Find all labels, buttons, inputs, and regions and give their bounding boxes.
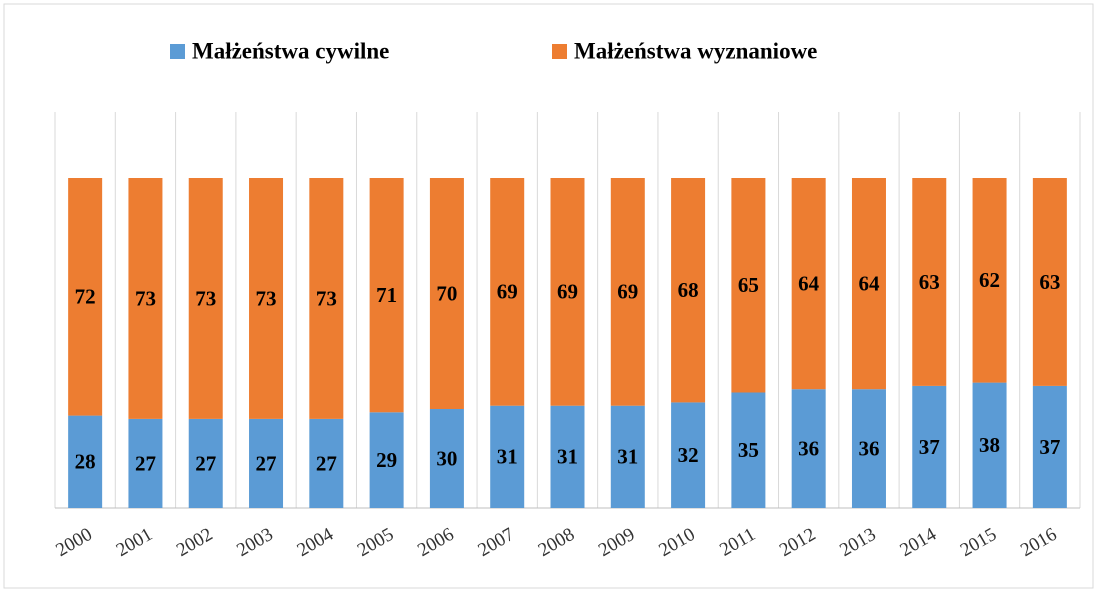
data-label: 27 (135, 451, 156, 475)
data-label: 73 (316, 286, 337, 310)
bar-segment (1032, 385, 1067, 508)
bar-segment (490, 405, 525, 508)
bar-segment (610, 178, 645, 406)
data-label: 37 (1039, 435, 1060, 459)
bar-segment (671, 402, 706, 508)
data-label: 71 (376, 283, 397, 307)
bar-segment (128, 178, 163, 419)
bar-segment (791, 178, 826, 390)
data-label: 73 (135, 286, 156, 310)
bar-segment (68, 415, 103, 508)
chart-border (3, 3, 1094, 589)
data-label: 31 (617, 445, 638, 469)
data-label: 64 (798, 271, 820, 295)
data-label: 63 (1039, 270, 1060, 294)
data-label: 36 (858, 436, 879, 460)
data-label: 31 (557, 445, 578, 469)
bar-segment (68, 178, 103, 416)
bar-segment (1032, 178, 1067, 386)
bar-segment (851, 389, 886, 508)
bar-segment (188, 178, 223, 419)
data-label: 38 (979, 433, 1000, 457)
legend-label: Małżeństwa cywilne (192, 38, 389, 63)
bar-segment (188, 418, 223, 508)
bar-segment (429, 178, 464, 409)
bar-segment (429, 409, 464, 508)
bar-segment (550, 405, 585, 508)
data-label: 27 (195, 451, 216, 475)
bar-segment (249, 178, 284, 419)
data-label: 69 (497, 280, 518, 304)
bar-segment (309, 178, 344, 419)
bar-segment (550, 178, 585, 406)
bar-segment (128, 418, 163, 508)
data-label: 30 (436, 446, 457, 470)
bar-segment (972, 178, 1007, 383)
bar-segment (731, 392, 766, 508)
data-label: 73 (195, 286, 216, 310)
bar-segment (671, 178, 706, 403)
bar-segment (972, 382, 1007, 508)
data-label: 69 (617, 280, 638, 304)
data-label: 36 (798, 436, 819, 460)
data-label: 72 (75, 285, 96, 309)
data-label: 65 (738, 273, 759, 297)
bar-segment (851, 178, 886, 390)
data-label: 69 (557, 280, 578, 304)
bar-segment (610, 405, 645, 508)
data-label: 28 (75, 450, 96, 474)
data-label: 62 (979, 268, 1000, 292)
data-label: 35 (738, 438, 759, 462)
bar-segment (912, 385, 947, 508)
bar-segment (369, 412, 404, 508)
data-label: 27 (256, 451, 277, 475)
legend-swatch (170, 44, 185, 59)
bar-segment (369, 178, 404, 413)
bar-segment (791, 389, 826, 508)
legend-label: Małżeństwa wyznaniowe (574, 38, 817, 63)
data-label: 70 (436, 281, 457, 305)
data-label: 37 (919, 435, 940, 459)
data-label: 27 (316, 451, 337, 475)
data-label: 63 (919, 270, 940, 294)
bar-segment (309, 418, 344, 508)
data-label: 73 (256, 286, 277, 310)
bar-segment (249, 418, 284, 508)
data-label: 32 (678, 443, 699, 467)
bar-segment (912, 178, 947, 386)
bar-segment (731, 178, 766, 393)
data-label: 68 (678, 278, 699, 302)
data-label: 31 (497, 445, 518, 469)
data-label: 29 (376, 448, 397, 472)
data-label: 64 (858, 271, 880, 295)
legend-swatch (552, 44, 567, 59)
bar-segment (490, 178, 525, 406)
